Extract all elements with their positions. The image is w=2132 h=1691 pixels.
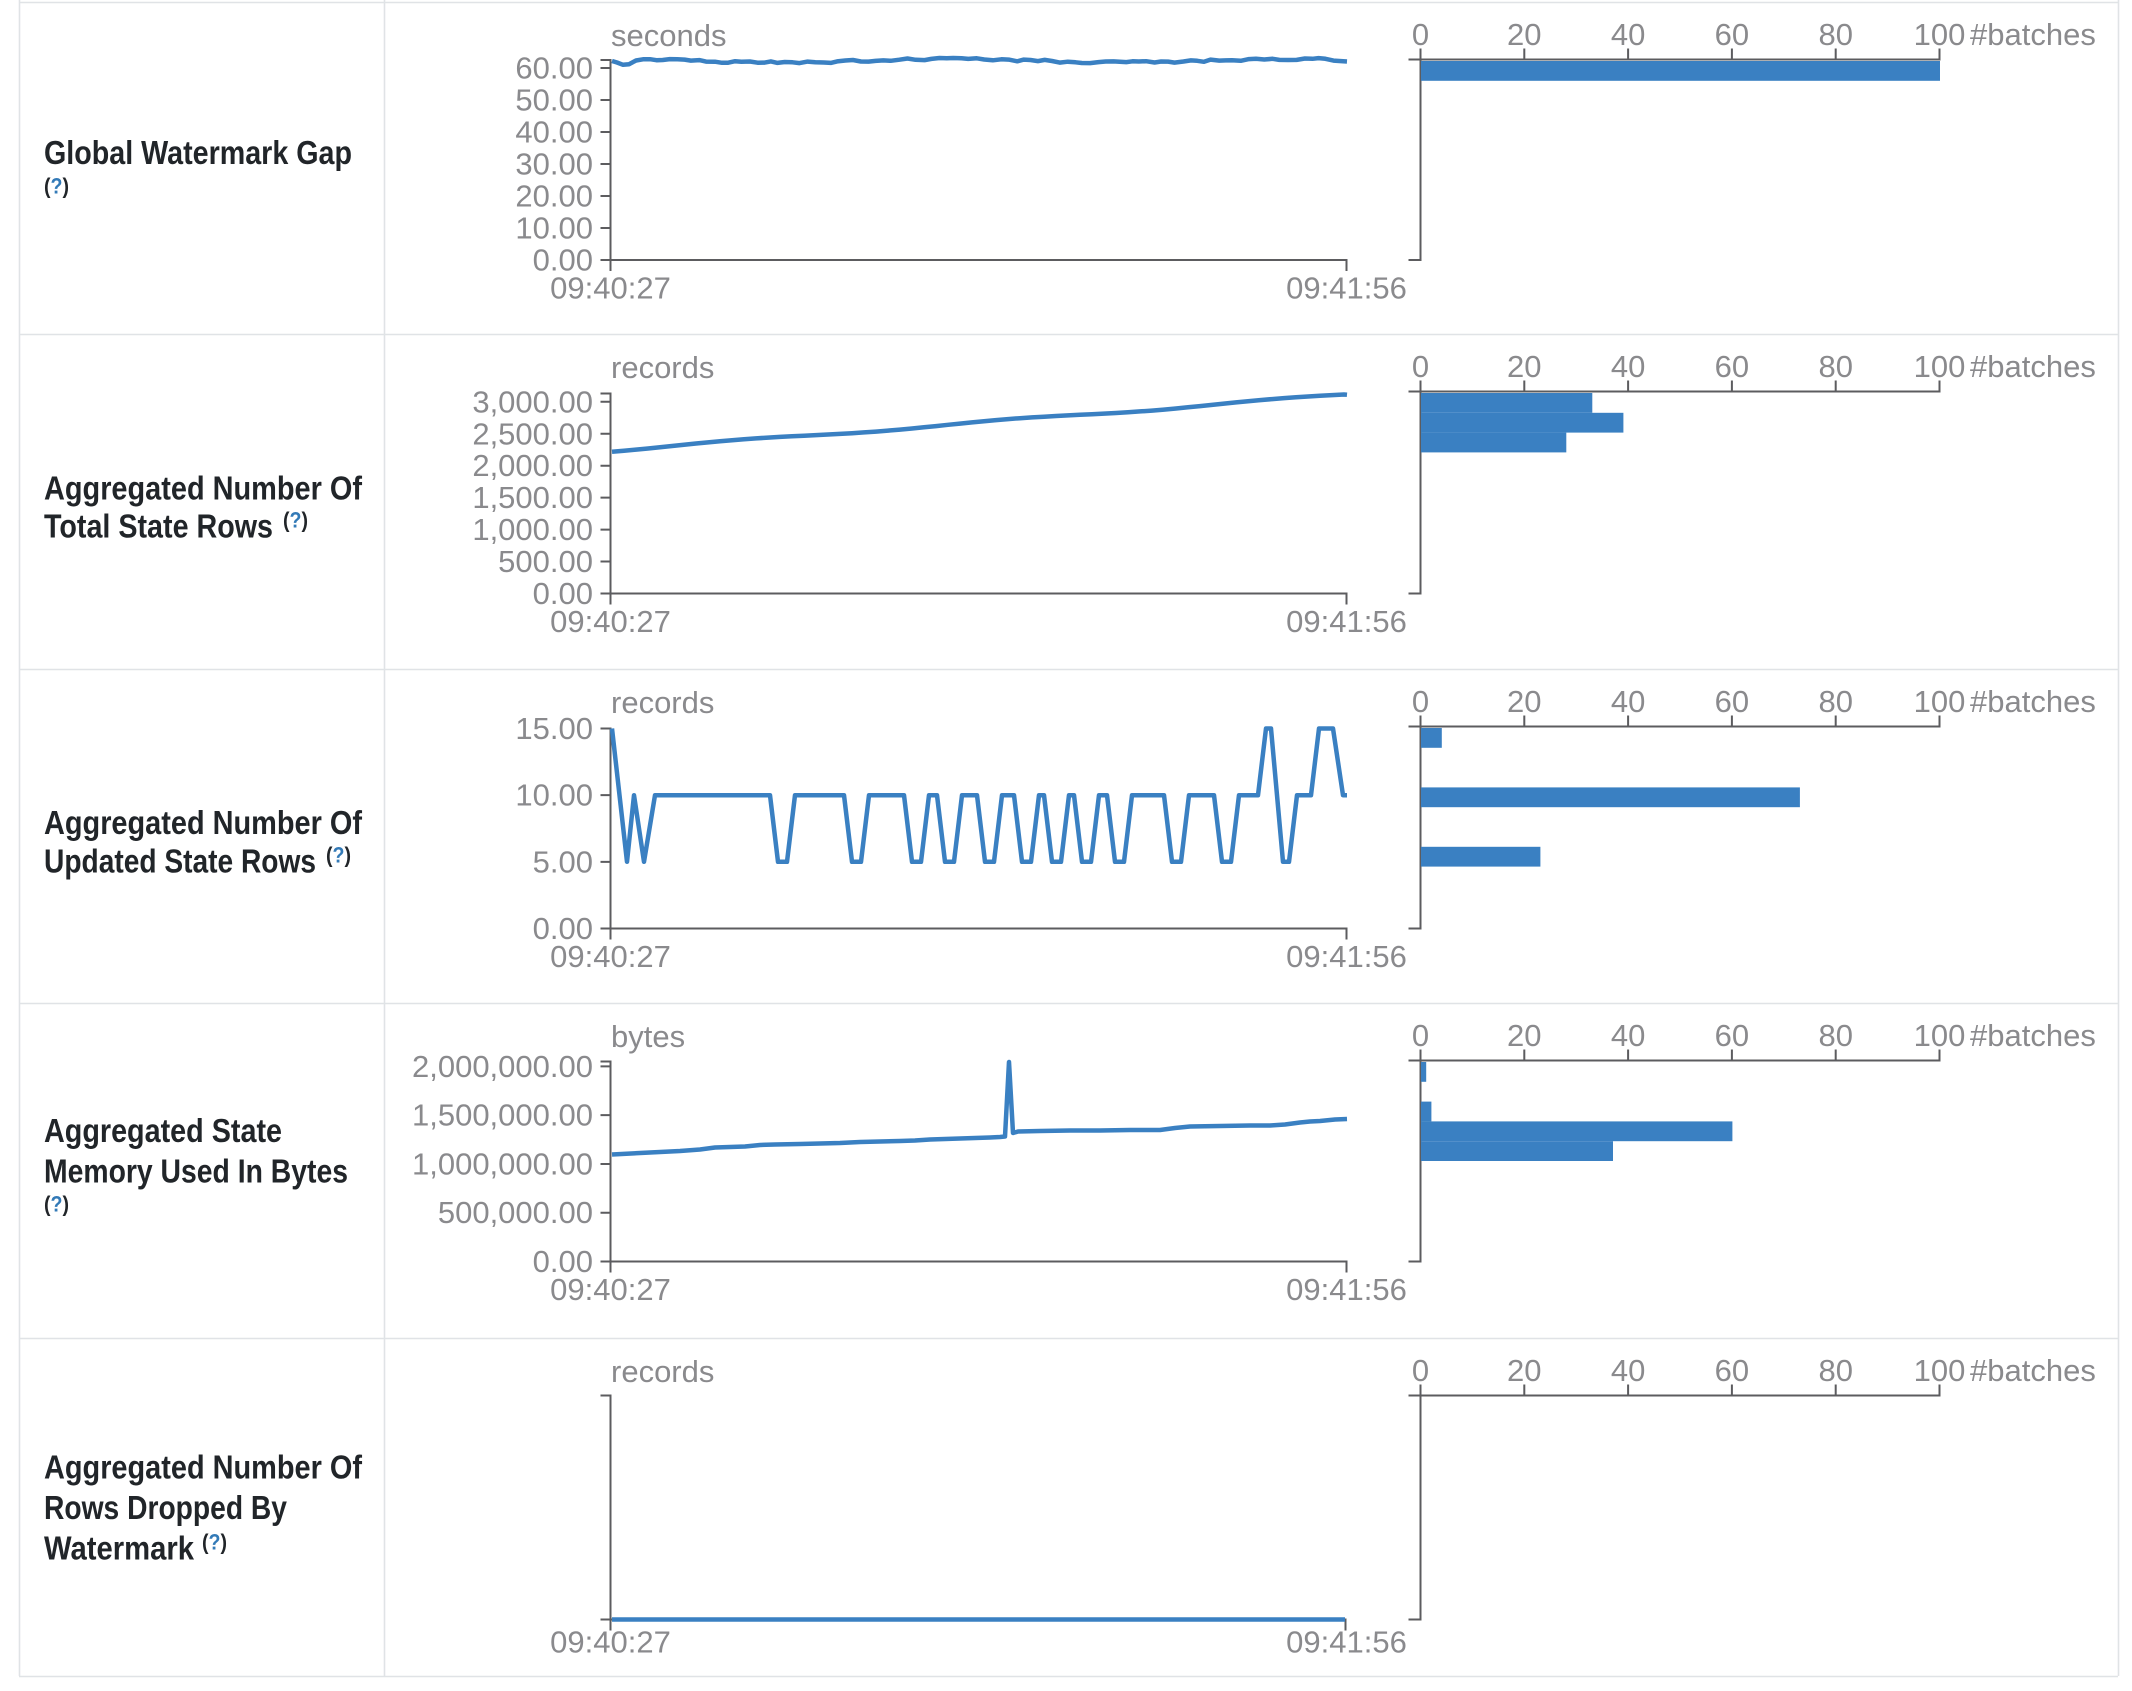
svg-text:3,000.00: 3,000.00 [472,384,593,419]
svg-text:1,000,000.00: 1,000,000.00 [412,1146,593,1181]
svg-text:09:40:27: 09:40:27 [550,939,671,974]
svg-text:(?): (?) [44,1192,69,1217]
svg-text:500,000.00: 500,000.00 [438,1195,593,1230]
svg-text:(?): (?) [44,174,69,199]
svg-text:Memory Used In Bytes: Memory Used In Bytes [44,1153,348,1190]
svg-text:#batches: #batches [1970,684,2096,719]
svg-text:2,000.00: 2,000.00 [472,448,593,483]
svg-text:09:40:27: 09:40:27 [550,271,671,306]
svg-text:40: 40 [1611,349,1645,384]
svg-text:(?): (?) [283,508,308,533]
svg-text:records: records [611,685,714,720]
svg-text:1,000.00: 1,000.00 [472,512,593,547]
svg-text:20.00: 20.00 [515,179,593,214]
svg-text:80: 80 [1818,1353,1852,1388]
svg-text:09:41:56: 09:41:56 [1286,939,1407,974]
svg-text:Watermark: Watermark [44,1530,195,1567]
svg-text:seconds: seconds [611,18,726,53]
svg-text:80: 80 [1818,349,1852,384]
svg-text:0.00: 0.00 [533,1244,593,1279]
svg-text:40: 40 [1611,17,1645,52]
svg-text:records: records [611,1354,714,1389]
svg-text:Global Watermark Gap: Global Watermark Gap [44,134,352,171]
svg-text:10.00: 10.00 [515,778,593,813]
svg-text:Total State Rows: Total State Rows [44,508,273,545]
svg-text:09:41:56: 09:41:56 [1286,604,1407,639]
svg-text:(?): (?) [326,843,351,868]
svg-text:0.00: 0.00 [533,576,593,611]
svg-text:0.00: 0.00 [533,911,593,946]
svg-text:#batches: #batches [1970,1018,2096,1053]
svg-text:Aggregated State: Aggregated State [44,1112,282,1149]
svg-text:0: 0 [1412,1018,1429,1053]
svg-text:Aggregated Number Of: Aggregated Number Of [44,804,363,841]
svg-text:09:41:56: 09:41:56 [1286,271,1407,306]
svg-text:100: 100 [1914,1018,1966,1053]
svg-text:60: 60 [1715,17,1749,52]
svg-text:09:41:56: 09:41:56 [1286,1272,1407,1307]
svg-text:40: 40 [1611,684,1645,719]
svg-text:2,500.00: 2,500.00 [472,416,593,451]
svg-text:80: 80 [1818,1018,1852,1053]
svg-text:60: 60 [1715,1018,1749,1053]
svg-text:20: 20 [1507,684,1541,719]
svg-text:0: 0 [1412,1353,1429,1388]
svg-text:Rows Dropped By: Rows Dropped By [44,1489,288,1526]
svg-text:09:40:27: 09:40:27 [550,604,671,639]
svg-text:80: 80 [1818,17,1852,52]
svg-text:#batches: #batches [1970,17,2096,52]
svg-text:40: 40 [1611,1353,1645,1388]
svg-text:60.00: 60.00 [515,51,593,86]
svg-text:20: 20 [1507,17,1541,52]
svg-text:09:40:27: 09:40:27 [550,1625,671,1660]
svg-text:09:40:27: 09:40:27 [550,1272,671,1307]
svg-text:60: 60 [1715,1353,1749,1388]
svg-text:5.00: 5.00 [533,844,593,879]
svg-text:1,500.00: 1,500.00 [472,480,593,515]
svg-text:100: 100 [1914,1353,1966,1388]
svg-text:09:41:56: 09:41:56 [1286,1625,1407,1660]
svg-text:1,500,000.00: 1,500,000.00 [412,1098,593,1133]
svg-text:Updated State Rows: Updated State Rows [44,842,316,879]
svg-text:0: 0 [1412,684,1429,719]
svg-text:bytes: bytes [611,1019,685,1054]
svg-text:2,000,000.00: 2,000,000.00 [412,1049,593,1084]
svg-text:500.00: 500.00 [498,544,593,579]
svg-text:50.00: 50.00 [515,83,593,118]
svg-text:100: 100 [1914,17,1966,52]
svg-text:15.00: 15.00 [515,711,593,746]
svg-text:40: 40 [1611,1018,1645,1053]
svg-text:Aggregated Number Of: Aggregated Number Of [44,470,363,507]
svg-text:20: 20 [1507,349,1541,384]
svg-text:80: 80 [1818,684,1852,719]
svg-text:60: 60 [1715,684,1749,719]
svg-text:20: 20 [1507,1018,1541,1053]
svg-text:Aggregated Number Of: Aggregated Number Of [44,1449,363,1486]
svg-text:records: records [611,350,714,385]
svg-text:100: 100 [1914,684,1966,719]
svg-text:10.00: 10.00 [515,211,593,246]
svg-text:40.00: 40.00 [515,115,593,150]
svg-text:#batches: #batches [1970,349,2096,384]
svg-text:#batches: #batches [1970,1353,2096,1388]
svg-text:20: 20 [1507,1353,1541,1388]
svg-text:30.00: 30.00 [515,147,593,182]
svg-text:(?): (?) [202,1530,227,1555]
svg-text:0: 0 [1412,349,1429,384]
svg-text:100: 100 [1914,349,1966,384]
svg-text:0.00: 0.00 [533,243,593,278]
svg-text:60: 60 [1715,349,1749,384]
svg-text:0: 0 [1412,17,1429,52]
